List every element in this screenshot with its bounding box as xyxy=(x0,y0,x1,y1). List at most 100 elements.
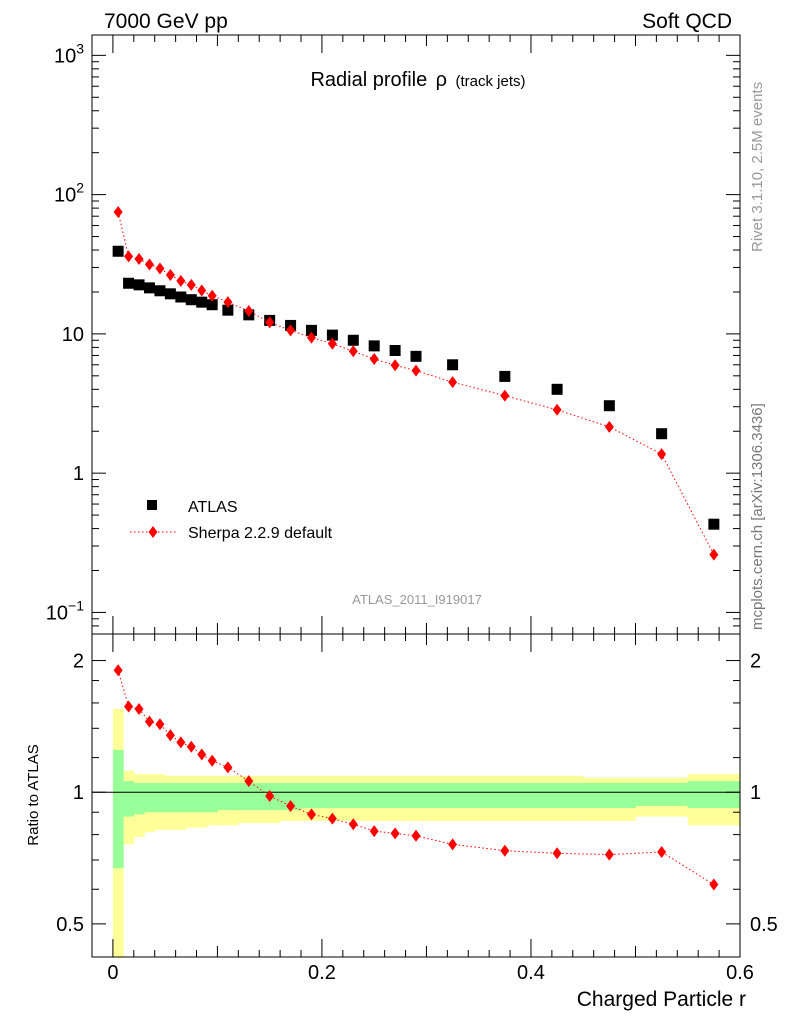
rivet-version-label: Rivet 3.1.10, 2.5M events xyxy=(749,82,766,252)
sherpa-ratio-point xyxy=(144,715,154,728)
ratio-band-green xyxy=(478,782,532,809)
atlas-point xyxy=(326,329,338,341)
ratio-band-green xyxy=(165,782,176,813)
y-tick-label: 102 xyxy=(54,180,84,207)
legend-marker-atlas xyxy=(147,500,157,510)
ratio-y-tick-label-right: 1 xyxy=(750,782,761,804)
ratio-panel: 2 2 1 1 0.5 0.5 0 0.2 0.4 0.6 Ratio to ATLAS Char… xyxy=(25,633,778,1011)
analysis-watermark: ATLAS_2011_I919017 xyxy=(352,592,482,607)
ratio-band-green xyxy=(175,782,187,813)
sherpa-ratio-point xyxy=(306,808,316,821)
sherpa-point xyxy=(306,331,316,344)
sherpa-point xyxy=(390,359,400,372)
ratio-y-tick-label-right: 2 xyxy=(750,651,761,673)
atlas-point xyxy=(164,288,176,300)
atlas-point xyxy=(123,277,135,289)
atlas-point xyxy=(708,518,720,530)
sherpa-ratio-point xyxy=(134,702,144,715)
sherpa-point xyxy=(134,252,144,265)
sherpa-point xyxy=(500,389,510,402)
x-axis-label: Charged Particle r xyxy=(577,988,746,1011)
ratio-band-green xyxy=(342,782,365,809)
ratio-band-green xyxy=(530,782,584,809)
ratio-band-green xyxy=(583,782,636,809)
sherpa-ratio-point xyxy=(223,761,233,774)
sherpa-ratio-point xyxy=(411,829,421,842)
main-title: Radial profile ρ (track jets) xyxy=(310,69,525,91)
atlas-point xyxy=(196,296,208,308)
sherpa-ratio-point xyxy=(448,838,458,851)
legend: ATLAS Sherpa 2.2.9 default xyxy=(130,499,333,542)
ratio-band-green xyxy=(321,782,344,809)
x-tick-label: 0.2 xyxy=(308,962,336,984)
sherpa-ratio-point xyxy=(197,748,207,761)
ratio-band-green xyxy=(112,749,124,869)
atlas-point xyxy=(447,359,459,371)
ratio-axis-label: Ratio to ATLAS xyxy=(25,744,42,845)
atlas-point xyxy=(305,324,317,336)
atlas-point xyxy=(656,428,668,440)
ratio-band-green xyxy=(133,782,145,815)
sherpa-point xyxy=(604,420,614,433)
y-tick-label: 10−1 xyxy=(46,597,84,624)
atlas-point xyxy=(347,334,359,346)
sherpa-point xyxy=(223,296,233,309)
sherpa-point xyxy=(369,353,379,366)
sherpa-ratio-point xyxy=(552,847,562,860)
legend-item-sherpa: Sherpa 2.2.9 default xyxy=(130,525,333,542)
atlas-point xyxy=(603,400,615,412)
sherpa-ratio-point xyxy=(155,718,165,731)
sherpa-ratio-point xyxy=(186,740,196,753)
sherpa-point xyxy=(286,324,296,337)
sherpa-point xyxy=(244,304,254,317)
sherpa-ratio-point xyxy=(327,812,337,825)
sherpa-point xyxy=(657,448,667,461)
sherpa-point xyxy=(348,345,358,358)
sherpa-ratio-point xyxy=(113,664,123,677)
ratio-band-green xyxy=(384,782,406,809)
legend-item-atlas: ATLAS xyxy=(147,499,238,516)
sherpa-point xyxy=(207,289,217,302)
sherpa-ratio-point xyxy=(500,844,510,857)
sherpa-point xyxy=(448,376,458,389)
sherpa-ratio-point xyxy=(709,878,719,891)
sherpa-ratio-point xyxy=(657,845,667,858)
ratio-band-green xyxy=(196,782,208,813)
legend-label-sherpa: Sherpa 2.2.9 default xyxy=(188,525,333,542)
main-title-text: Radial profile xyxy=(310,69,427,91)
sherpa-point xyxy=(113,206,123,219)
sherpa-ratio-point xyxy=(176,736,186,749)
atlas-point xyxy=(154,285,166,297)
sherpa-point xyxy=(552,403,562,416)
sherpa-point xyxy=(411,364,421,377)
main-panel: Radial profile ρ (track jets) ATLAS_2011… xyxy=(46,34,741,635)
ratio-y-tick-label-left: 1 xyxy=(73,782,84,804)
atlas-point xyxy=(368,340,380,352)
sherpa-ratio-point xyxy=(348,818,358,831)
atlas-point xyxy=(499,370,511,382)
ratio-y-tick-label-left: 2 xyxy=(73,651,84,673)
sherpa-point xyxy=(165,268,175,281)
atlas-point xyxy=(389,344,401,356)
atlas-point xyxy=(206,299,218,311)
y-tick-label: 103 xyxy=(54,40,84,67)
y-tick-label: 10 xyxy=(62,324,84,346)
atlas-point xyxy=(185,294,197,306)
atlas-point xyxy=(410,350,422,362)
sherpa-ratio-point xyxy=(165,729,175,742)
sherpa-ratio-point xyxy=(369,825,379,838)
ratio-band-green xyxy=(635,782,689,806)
y-tick-label: 1 xyxy=(73,463,84,485)
legend-label-atlas: ATLAS xyxy=(188,499,238,516)
header-energy: 7000 GeV pp xyxy=(104,10,228,33)
ratio-y-tick-label-right: 0.5 xyxy=(750,914,778,936)
ratio-band-green xyxy=(363,782,385,809)
sherpa-ratio-point xyxy=(390,827,400,840)
sherpa-point xyxy=(176,274,186,287)
ratio-band-green xyxy=(426,782,480,809)
x-tick-label: 0.4 xyxy=(517,962,545,984)
ratio-band-green xyxy=(154,782,166,813)
legend-marker-sherpa xyxy=(148,526,158,538)
atlas-point xyxy=(551,383,563,395)
